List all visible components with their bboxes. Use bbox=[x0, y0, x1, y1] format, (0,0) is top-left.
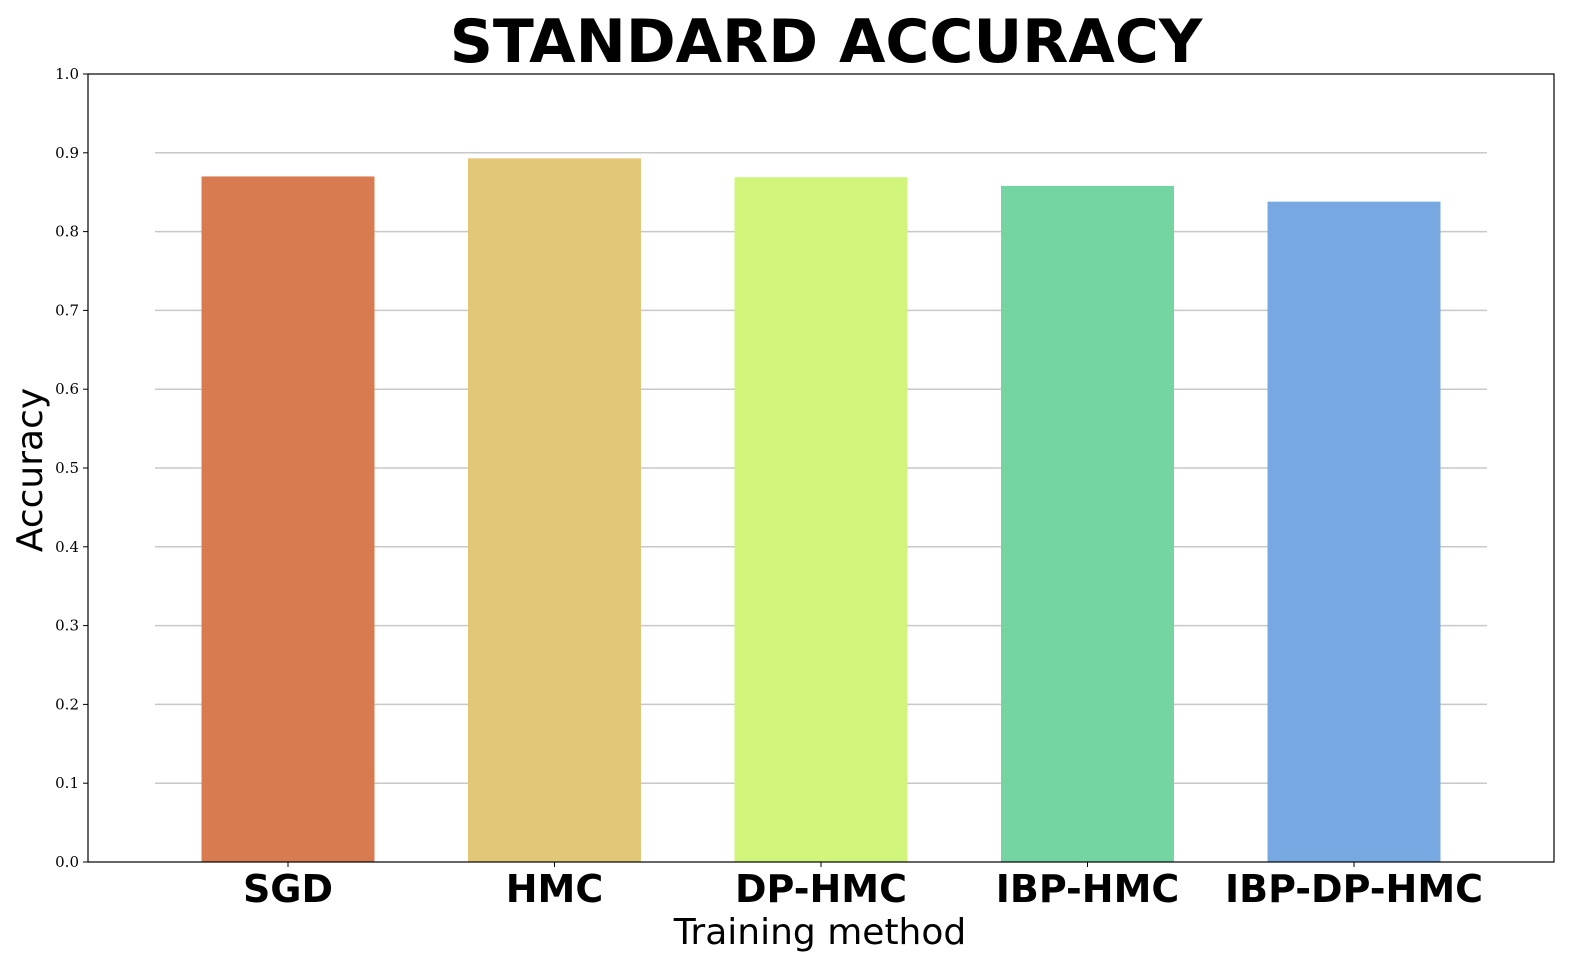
y-tick-label: 0.9 bbox=[55, 144, 79, 162]
x-tick-label: HMC bbox=[506, 867, 604, 911]
bar-dp-hmc bbox=[734, 177, 908, 862]
x-tick-label: IBP-HMC bbox=[996, 867, 1180, 911]
bar-ibp-dp-hmc bbox=[1267, 201, 1441, 862]
y-tick-label: 0.7 bbox=[55, 301, 79, 319]
x-tick-label: IBP-DP-HMC bbox=[1225, 867, 1483, 911]
y-axis-label: Accuracy bbox=[10, 388, 51, 552]
bar-hmc bbox=[468, 158, 641, 863]
y-tick-label: 0.6 bbox=[55, 380, 79, 398]
y-tick-label: 0.5 bbox=[55, 459, 79, 477]
x-tick-label: DP-HMC bbox=[735, 867, 907, 911]
chart-title: STANDARD ACCURACY bbox=[450, 7, 1204, 77]
y-tick-label: 0.2 bbox=[55, 695, 79, 713]
bar-ibp-hmc bbox=[1001, 185, 1174, 862]
y-tick-label: 0.8 bbox=[55, 223, 79, 241]
y-tick-label: 0.1 bbox=[55, 774, 79, 792]
y-tick-label: 0.3 bbox=[55, 617, 79, 635]
y-tick-label: 1.0 bbox=[55, 65, 79, 83]
y-tick-label: 0.0 bbox=[55, 853, 79, 871]
y-tick-label: 0.4 bbox=[55, 538, 79, 556]
x-axis-ticks: SGD HMC DP-HMC IBP-HMC IBP-DP-HMC bbox=[243, 862, 1483, 911]
bars bbox=[201, 158, 1441, 863]
bar-sgd bbox=[201, 176, 375, 862]
x-axis-label: Training method bbox=[673, 912, 967, 953]
x-tick-label: SGD bbox=[243, 867, 333, 911]
y-axis-ticks: 0.0 0.1 0.2 0.3 0.4 0.5 0.6 0.7 0.8 0.9 1.0 bbox=[55, 65, 88, 871]
